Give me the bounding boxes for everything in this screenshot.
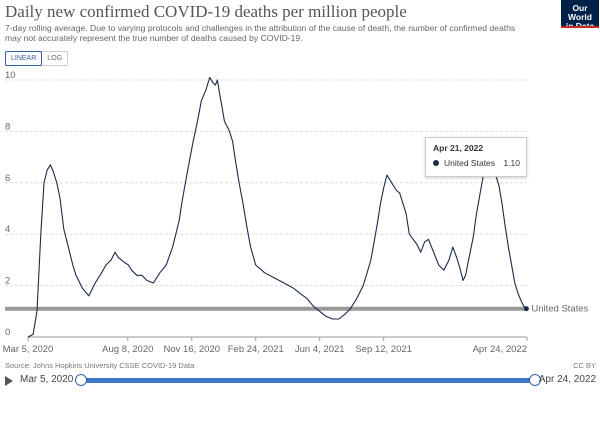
- owid-logo[interactable]: Our World in Data: [561, 0, 599, 31]
- logo-bar: [561, 26, 599, 28]
- x-tick-label: Apr 24, 2022: [473, 344, 527, 355]
- y-tick-label: 4: [5, 224, 10, 235]
- y-tick-label: 2: [5, 276, 10, 287]
- x-tick-label: Aug 8, 2020: [102, 344, 153, 355]
- y-tick-label: 10: [5, 70, 16, 81]
- tooltip-date: Apr 21, 2022: [433, 143, 484, 153]
- timeline-end-handle[interactable]: [529, 374, 541, 386]
- y-tick-label: 6: [5, 173, 10, 184]
- timeline-start-handle[interactable]: [75, 374, 87, 386]
- scale-toggle: LINEAR LOG: [5, 51, 69, 66]
- tooltip: Apr 21, 2022 United States 1.10: [425, 137, 527, 177]
- logo-line1: Our World: [568, 3, 592, 22]
- tooltip-value: 1.10: [503, 158, 520, 168]
- tooltip-series-name: United States: [444, 158, 496, 168]
- series-line-united-states[interactable]: [27, 76, 527, 338]
- y-tick-label: 0: [5, 327, 10, 338]
- y-tick-label: 8: [5, 121, 10, 132]
- timeline-end-label: Apr 24, 2022: [538, 374, 596, 385]
- linear-scale-button[interactable]: LINEAR: [5, 51, 43, 66]
- tooltip-series-dot: [433, 160, 439, 166]
- license-link[interactable]: CC BY: [573, 361, 596, 370]
- x-tick-label: Feb 24, 2021: [228, 344, 284, 355]
- timeline-track[interactable]: [80, 378, 535, 383]
- series-end-dot[interactable]: [523, 306, 529, 312]
- timeline: Mar 5, 2020 Apr 24, 2022: [0, 372, 600, 390]
- y-grid: 0 2 4 6 8 10: [5, 70, 527, 338]
- play-icon[interactable]: [5, 376, 13, 386]
- chart-title: Daily new confirmed COVID-19 deaths per …: [5, 2, 407, 21]
- x-tick-label: Sep 12, 2021: [355, 344, 412, 355]
- x-tick-label: Jun 4, 2021: [295, 344, 345, 355]
- series-end-label[interactable]: United States: [531, 304, 588, 315]
- chart-subtitle: 7-day rolling average. Due to varying pr…: [5, 23, 516, 43]
- x-tick-label: Mar 5, 2020: [3, 344, 54, 355]
- timeline-start-label: Mar 5, 2020: [20, 374, 74, 385]
- source-note[interactable]: Source: Johns Hopkins University CSSE CO…: [5, 361, 195, 370]
- x-tick-label: Nov 16, 2020: [164, 344, 221, 355]
- log-scale-button[interactable]: LOG: [47, 55, 63, 62]
- tooltip-row: United States 1.10: [433, 158, 520, 168]
- x-axis-ticks: Mar 5, 2020 Aug 8, 2020 Nov 16, 2020 Feb 24…: [3, 337, 528, 355]
